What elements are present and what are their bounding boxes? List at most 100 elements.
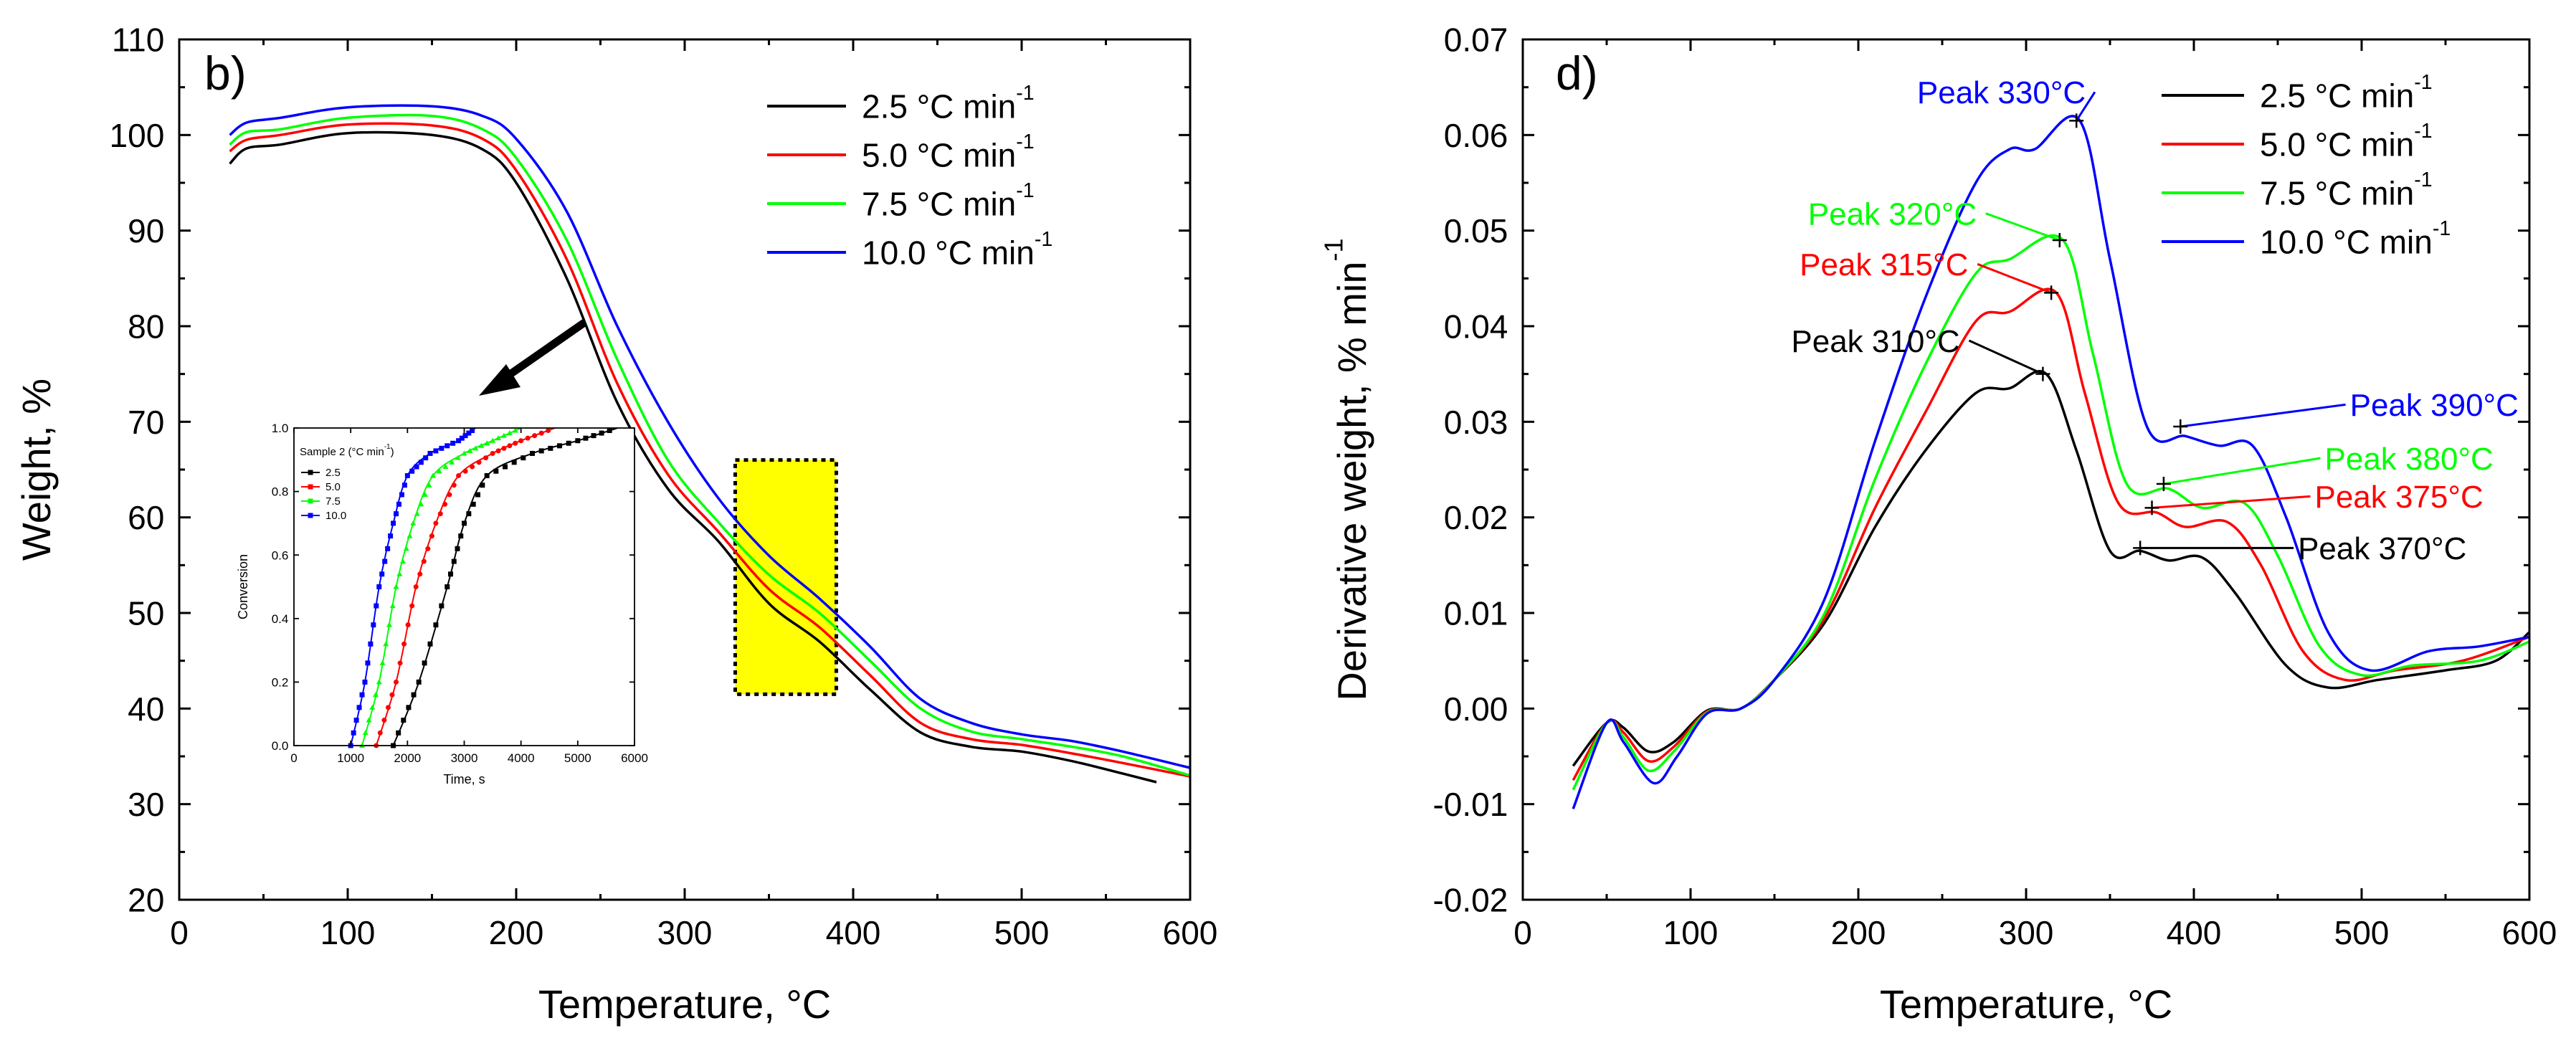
inset-marker-green [403, 546, 409, 551]
inset-marker-blue [362, 679, 368, 685]
inset-marker-green [366, 717, 372, 723]
inset-marker-red [433, 520, 439, 526]
inset-marker-red [413, 584, 419, 589]
y-tick-label: 0.8 [272, 485, 289, 499]
x-axis-label: Temperature, °C [1880, 981, 2172, 1027]
peak-annotation-leader [1985, 212, 2061, 242]
inset-marker-blue [427, 450, 433, 456]
panel-b-weight-chart: 0 100 200 300 400 500 600 20 30 40 50 60 70 80 90 100 11… [14, 22, 1217, 1027]
series-line-red [1572, 287, 2530, 781]
inset-marker-black [427, 641, 433, 647]
y-tick-label: 110 [112, 22, 164, 59]
inset-marker-black [433, 622, 439, 628]
inset-marker-black [521, 455, 526, 461]
inset-marker-green [407, 533, 413, 538]
inset-marker-green [429, 472, 436, 478]
x-tick-label: 5000 [564, 751, 591, 765]
inset-marker-black [451, 558, 457, 564]
inset-marker-green [389, 603, 396, 609]
y-axis-label: Derivative weight, % min-1 [1319, 238, 1374, 700]
inset-marker-blue [418, 460, 424, 465]
inset-marker-blue [359, 692, 365, 698]
inset-marker-blue [391, 520, 396, 526]
peak-annotation-label: Peak 320°C [1808, 197, 1977, 232]
inset-marker-green [484, 440, 490, 446]
inset-marker-blue [470, 428, 475, 434]
inset-marker-green [376, 679, 382, 685]
inset-legend-label-red: 5.0 [325, 481, 341, 493]
y-tick-label: 0.02 [1444, 499, 1508, 536]
inset-marker-green [393, 584, 399, 589]
peak-annotation-leader [2152, 495, 2311, 509]
inset-marker-red [394, 679, 399, 685]
inset-marker-green [422, 492, 428, 498]
inset-marker-black [511, 460, 517, 465]
legend-label-red: 5.0 °C min-1 [862, 130, 1035, 174]
inset-marker-green [414, 510, 420, 516]
inset-marker-green [506, 430, 513, 436]
legend-label-black: 2.5 °C min-1 [2260, 71, 2433, 115]
inset-marker-red [456, 472, 462, 478]
panel-label: b) [204, 47, 247, 100]
inset-marker-black [607, 428, 612, 434]
y-tick-label: 50 [128, 595, 164, 632]
y-tick-label: 0.01 [1444, 595, 1508, 632]
inset-marker-red [501, 445, 507, 451]
peak-annotation-leader [1977, 262, 2052, 294]
inset-marker-red [538, 430, 544, 436]
inset-marker-blue [414, 464, 419, 470]
inset-marker-green [500, 432, 507, 438]
inset-legend-label-green: 7.5 [325, 495, 341, 508]
inset-marker-black [493, 468, 499, 474]
inset-marker-black [530, 450, 535, 456]
inset-marker-black [575, 438, 581, 444]
inset-marker-black [557, 443, 562, 449]
inset-marker-blue [450, 440, 456, 446]
inset-marker-red [397, 660, 403, 666]
inset-y-axis-label: Conversion [236, 554, 250, 619]
inset-marker-blue [394, 511, 399, 517]
inset-marker-green [455, 455, 461, 460]
inset-marker-blue [374, 603, 379, 609]
inset-legend-marker-red [308, 484, 313, 490]
inset-marker-blue [356, 705, 362, 710]
series-line-red [229, 122, 1191, 778]
series-line-blue [1572, 115, 2530, 809]
x-tick-label: 300 [1999, 914, 2054, 951]
y-tick-label: 20 [128, 882, 164, 919]
x-tick-label: 1000 [337, 751, 364, 765]
inset-marker-black [448, 571, 453, 577]
inset-marker-black [583, 435, 589, 441]
x-tick-label: 0 [1513, 914, 1532, 951]
y-tick-label: 0.04 [1444, 308, 1508, 346]
series-line-green [1572, 234, 2530, 791]
inset-marker-red [385, 705, 391, 710]
x-axis-label: Temperature, °C [538, 981, 831, 1027]
inset-marker-black [411, 692, 417, 698]
inset-marker-green [379, 660, 386, 665]
inset-legend-marker-green [308, 498, 313, 504]
inset-marker-blue [439, 445, 445, 451]
x-tick-label: 600 [1163, 914, 1218, 951]
x-tick-label: 200 [489, 914, 544, 951]
inset-marker-black [484, 472, 490, 478]
y-tick-label: 0.00 [1444, 690, 1508, 728]
inset-marker-blue [462, 433, 468, 439]
inset-marker-blue [401, 482, 407, 488]
inset-marker-red [495, 448, 501, 454]
series-line-blue [229, 104, 1191, 769]
inset-marker-red [532, 433, 538, 439]
series-line-black [1572, 370, 2531, 767]
inset-marker-blue [456, 438, 462, 444]
inset-x-axis-label: Time, s [443, 772, 485, 786]
y-tick-label: 100 [110, 117, 165, 154]
legend-label-blue: 10.0 °C min-1 [862, 228, 1052, 272]
inset-marker-green [386, 622, 392, 627]
inset-marker-black [591, 433, 597, 439]
inset-marker-red [518, 438, 524, 444]
inset-marker-blue [371, 622, 376, 628]
inset-legend-marker-blue [308, 513, 313, 518]
peak-annotation-leader [2180, 403, 2346, 428]
x-tick-label: 0 [290, 751, 297, 765]
inset-legend-label-black: 2.5 [325, 467, 341, 479]
